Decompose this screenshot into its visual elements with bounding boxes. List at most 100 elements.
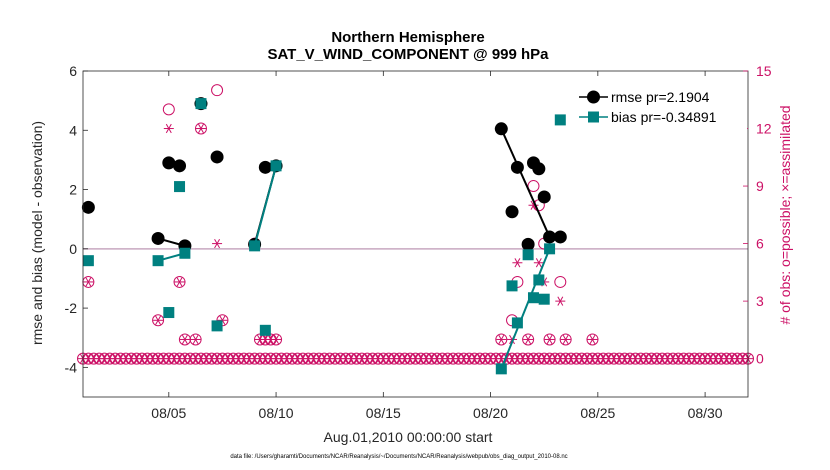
- legend-rmse-marker: [587, 90, 600, 104]
- bias-point: [527, 292, 539, 304]
- obs-assimilated-marker: [163, 123, 174, 134]
- obs-possible-marker: [162, 103, 175, 116]
- obs-assimilated-marker: [271, 334, 282, 345]
- bias-point: [82, 255, 94, 267]
- y2-tick-label: 6: [756, 236, 764, 252]
- rmse-point: [258, 160, 272, 174]
- obs-possible-marker: [211, 84, 224, 97]
- bias-point: [249, 240, 261, 252]
- legend-box: [577, 83, 747, 131]
- legend-rmse-label: rmse pr=2.1904: [611, 89, 710, 105]
- x-axis-label: Aug.01,2010 00:00:00 start: [324, 429, 493, 445]
- rmse-point: [162, 156, 176, 170]
- obs-possible-marker: [586, 333, 599, 346]
- obs-assimilated-stroke: [181, 334, 188, 345]
- legend-bias-marker: [588, 111, 599, 123]
- obs-possible-marker: [543, 333, 556, 346]
- obs-assimilated-stroke: [546, 334, 553, 345]
- obs-assimilated-marker: [153, 315, 164, 325]
- obs-assimilated-marker: [560, 334, 571, 345]
- obs-assimilated-marker: [523, 334, 534, 345]
- obs-assimilated-stroke: [176, 277, 183, 287]
- y2-axis-label: # of obs: o=possible; ×=assimilated: [777, 105, 793, 324]
- y-tick-label: 6: [69, 63, 77, 79]
- chart-title: Northern Hemisphere SAT_V_WIND_COMPONENT…: [267, 29, 549, 63]
- obs-assimilated-stroke: [525, 334, 532, 345]
- obs-possible-marker: [527, 180, 540, 193]
- obs-assimilated-stroke: [198, 123, 204, 134]
- x-tick-label: 08/05: [151, 405, 186, 421]
- rmse-point: [494, 122, 508, 136]
- obs-assimilated-marker: [512, 258, 523, 268]
- bias-point: [270, 160, 282, 172]
- obs-assimilated-stroke: [267, 334, 274, 345]
- x-tick-label: 08/30: [688, 405, 723, 421]
- bias-point: [195, 98, 207, 110]
- rmse-point: [510, 160, 524, 174]
- legend: rmse pr=2.1904 bias pr=-0.34891: [577, 83, 747, 131]
- obs-possible-marker: [495, 333, 508, 346]
- obs-assimilated-stroke: [257, 334, 263, 345]
- bias-point: [506, 280, 518, 292]
- y2-tick-label: 15: [756, 63, 772, 79]
- obs-assimilated-stroke: [273, 334, 279, 345]
- obs-assimilated-stroke: [165, 123, 172, 134]
- plot-area: [77, 84, 754, 375]
- rmse-point: [537, 190, 551, 204]
- obs-assimilated-marker: [83, 277, 94, 287]
- obs-assimilated-stroke: [155, 315, 162, 325]
- obs-assimilated-stroke: [557, 296, 564, 306]
- obs-assimilated-marker: [174, 277, 185, 287]
- obs-assimilated-marker: [179, 334, 190, 345]
- rmse-point: [553, 230, 567, 244]
- rmse-point: [543, 230, 557, 244]
- x-tick-label: 08/25: [580, 405, 615, 421]
- obs-possible-marker: [559, 333, 572, 346]
- y-tick-label: 2: [69, 182, 77, 198]
- bias-point: [533, 274, 545, 286]
- rmse-point: [173, 159, 187, 173]
- obs-assimilated-stroke: [589, 334, 596, 345]
- bias-line-segment: [253, 165, 278, 247]
- obs-assimilated-marker: [533, 258, 544, 268]
- y2-tick-label: 9: [756, 178, 764, 194]
- bias-point: [259, 324, 271, 336]
- rmse-point: [532, 162, 546, 176]
- rmse-point: [521, 237, 535, 251]
- bias-point: [179, 247, 191, 259]
- x-tick-label: 08/20: [473, 405, 508, 421]
- legend-bias-label: bias pr=-0.34891: [611, 109, 717, 125]
- obs-possible-marker: [554, 275, 567, 288]
- obs-assimilated-stroke: [498, 334, 505, 345]
- obs-assimilated-stroke: [85, 277, 92, 287]
- obs-assimilated-stroke: [562, 334, 569, 345]
- bias-point: [495, 363, 507, 375]
- chart-title-line-2: SAT_V_WIND_COMPONENT @ 999 hPa: [267, 46, 549, 63]
- bias-point: [211, 320, 223, 332]
- chart-title-line-1: Northern Hemisphere: [331, 29, 484, 46]
- rmse-point: [210, 150, 224, 164]
- obs-assimilated-marker: [587, 334, 598, 345]
- y-tick-label: -4: [65, 359, 78, 375]
- obs-assimilated-stroke: [214, 238, 221, 249]
- obs-assimilated-marker: [212, 238, 223, 249]
- x-tick-label: 08/15: [366, 405, 401, 421]
- bias-point: [152, 255, 164, 267]
- obs-assimilated-marker: [190, 334, 201, 345]
- bias-point: [544, 243, 556, 255]
- obs-possible-marker: [194, 122, 207, 135]
- obs-assimilated-marker: [496, 334, 507, 345]
- y2-tick-label: 0: [756, 351, 764, 367]
- bias-point: [511, 317, 523, 329]
- obs-assimilated-marker: [555, 296, 566, 306]
- y-tick-label: 0: [69, 241, 77, 257]
- y-tick-label: 4: [69, 122, 77, 138]
- axes: 08/05 08/10 08/15 08/20 08/25 08/30 -4 -2 0 2 4 6 0 3…: [65, 63, 772, 421]
- obs-possible-marker: [173, 275, 186, 288]
- obs-assimilated-stroke: [192, 334, 199, 345]
- rmse-point: [505, 205, 519, 219]
- obs-assimilated-stroke: [535, 258, 542, 268]
- obs-possible-marker: [522, 333, 535, 346]
- bias-point: [554, 114, 566, 126]
